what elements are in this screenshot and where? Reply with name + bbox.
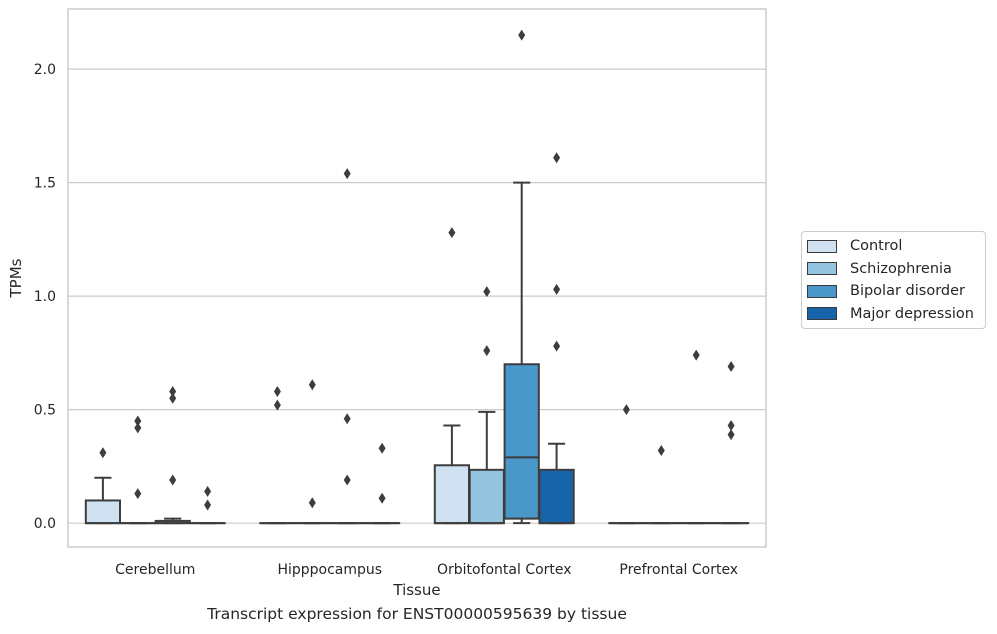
box-control xyxy=(608,404,645,525)
box-bipolar-disorder xyxy=(678,349,715,525)
box-schizophrenia xyxy=(643,445,680,525)
box-schizophrenia xyxy=(119,415,156,525)
legend-label: Control xyxy=(850,238,903,255)
box-major-depression xyxy=(189,485,226,525)
box-major-depression xyxy=(712,361,750,525)
x-tick-label: Hipppocampus xyxy=(277,562,382,578)
outlier-point xyxy=(378,442,386,454)
legend-swatch xyxy=(807,307,837,321)
box-control xyxy=(259,386,296,525)
outlier-point xyxy=(483,286,491,298)
legend: Control Schizophrenia Bipolar disorder Majo… xyxy=(801,231,986,329)
box-body xyxy=(433,464,471,525)
outlier-point xyxy=(204,485,212,497)
outlier-point xyxy=(169,386,177,398)
outlier-point xyxy=(343,168,351,180)
box-schizophrenia xyxy=(468,286,505,525)
box-bipolar-disorder xyxy=(329,168,366,525)
outlier-point xyxy=(483,345,491,357)
box-control xyxy=(433,227,471,525)
outlier-point xyxy=(727,429,735,441)
y-axis-title: TPMs xyxy=(7,258,25,298)
outlier-point xyxy=(378,492,386,504)
outlier-point xyxy=(692,349,700,361)
box-major-depression xyxy=(538,152,575,525)
x-axis-title: Tissue xyxy=(392,581,440,599)
box-body xyxy=(503,363,540,520)
box-body xyxy=(538,468,575,525)
legend-item: Major depression xyxy=(807,303,981,326)
outlier-point xyxy=(308,497,316,509)
outlier-point xyxy=(134,488,142,500)
legend-swatch xyxy=(807,284,837,298)
box-major-depression xyxy=(363,442,401,525)
x-tick-label: Cerebellum xyxy=(115,562,195,578)
outlier-point xyxy=(204,499,212,511)
outlier-point xyxy=(727,361,735,373)
x-tick-label: Orbitofontal Cortex xyxy=(437,562,572,578)
legend-swatch xyxy=(807,239,837,253)
outlier-point xyxy=(273,386,281,398)
outlier-point xyxy=(134,415,142,427)
outlier-point xyxy=(343,474,351,486)
outlier-point xyxy=(622,404,630,416)
outlier-point xyxy=(553,340,561,352)
plot-frame xyxy=(67,8,767,548)
outlier-point xyxy=(727,420,735,432)
legend-label: Bipolar disorder xyxy=(850,283,965,300)
legend-item: Control xyxy=(807,235,981,258)
chart-caption: Transcript expression for ENST0000059563… xyxy=(207,605,627,623)
outlier-point xyxy=(518,29,526,41)
box-control xyxy=(84,447,122,525)
outlier-point xyxy=(169,474,177,486)
box-body xyxy=(84,499,122,525)
outlier-point xyxy=(169,392,177,404)
x-tick-label: Prefrontal Cortex xyxy=(619,562,738,578)
y-tick-label: 2.0 xyxy=(34,62,56,78)
outlier-point xyxy=(657,445,665,457)
legend-label: Schizophrenia xyxy=(850,260,952,277)
y-tick-label: 0.5 xyxy=(34,403,56,419)
outlier-point xyxy=(553,283,561,295)
outlier-point xyxy=(553,152,561,164)
legend-label: Major depression xyxy=(850,305,974,322)
legend-item: Schizophrenia xyxy=(807,258,981,281)
outlier-point xyxy=(273,399,281,411)
box-schizophrenia xyxy=(294,379,331,525)
legend-item: Bipolar disorder xyxy=(807,280,981,303)
outlier-point xyxy=(99,447,107,459)
box-bipolar-disorder xyxy=(154,386,191,525)
y-tick-label: 0.0 xyxy=(34,516,56,532)
outlier-point xyxy=(448,227,456,239)
box-body xyxy=(468,468,505,525)
outlier-point xyxy=(134,422,142,434)
y-tick-label: 1.0 xyxy=(34,289,56,305)
outlier-point xyxy=(343,413,351,425)
box-bipolar-disorder xyxy=(503,29,540,525)
legend-swatch xyxy=(807,262,837,276)
outlier-point xyxy=(308,379,316,391)
y-tick-label: 1.5 xyxy=(34,176,56,192)
